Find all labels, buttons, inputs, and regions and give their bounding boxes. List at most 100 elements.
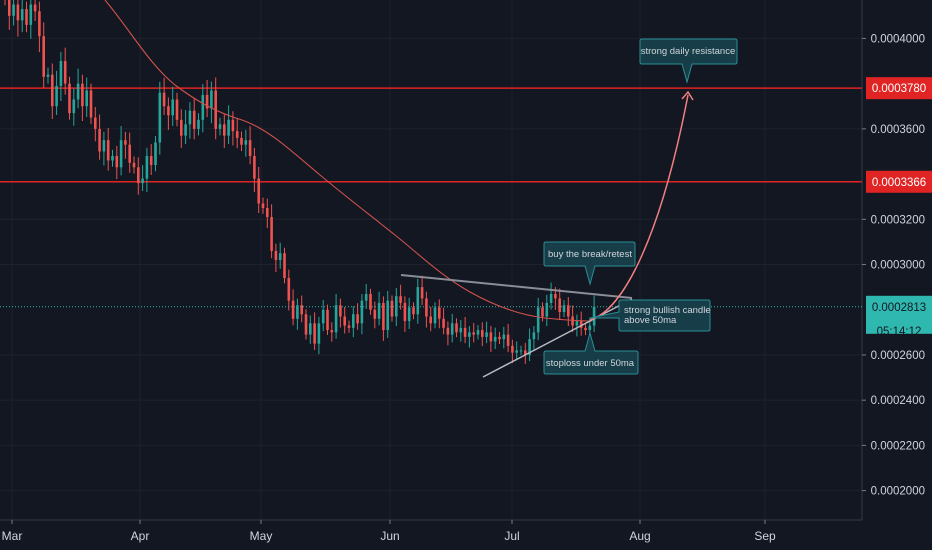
- candle-body: [541, 307, 544, 317]
- candles: [4, 0, 596, 364]
- candle-body: [38, 11, 41, 37]
- candle-body: [132, 162, 136, 168]
- candle-body: [476, 330, 480, 335]
- candle-body: [81, 83, 84, 107]
- candle-body: [89, 90, 93, 118]
- candle-body: [416, 287, 420, 315]
- candle-body: [532, 332, 536, 340]
- candle-body: [278, 253, 282, 260]
- time-tick-label: May: [250, 529, 273, 543]
- annotation-line-2: above 50ma: [624, 315, 677, 326]
- candle-body: [502, 334, 506, 340]
- time-tick-label: Mar: [2, 529, 23, 543]
- candle-body: [115, 156, 119, 168]
- candle-body: [162, 92, 166, 107]
- candle-body: [330, 330, 334, 333]
- callout-buy-the-break-retest[interactable]: buy the break/retest: [543, 241, 636, 286]
- candle-body: [321, 309, 325, 324]
- candle-body: [244, 140, 248, 145]
- candle-body: [584, 327, 587, 331]
- candle-body: [382, 302, 385, 331]
- candle-body: [334, 305, 338, 333]
- time-tick-label: Jul: [504, 529, 519, 543]
- candle-body: [390, 300, 394, 317]
- candle-body: [433, 307, 437, 324]
- candle-body: [158, 92, 162, 143]
- candle-body: [72, 99, 76, 114]
- candle-body: [167, 106, 170, 116]
- callout-stoploss-under-50ma[interactable]: stoploss under 50ma: [543, 331, 639, 375]
- candle-body: [468, 332, 471, 337]
- candle-body: [386, 300, 389, 331]
- candle-body: [545, 302, 549, 317]
- candle-body: [498, 336, 501, 340]
- price-tick-label: 0.0002400: [871, 395, 925, 407]
- triangle-lower-trendline[interactable]: [482, 298, 633, 378]
- triangle-upper-trendline[interactable]: [400, 274, 633, 299]
- candle-body: [59, 61, 63, 86]
- candle-body: [111, 156, 114, 161]
- callout-strong-daily-resistance[interactable]: strong daily resistance: [639, 38, 738, 84]
- candle-body: [171, 99, 174, 116]
- candle-body: [210, 90, 213, 109]
- candle-body: [188, 110, 192, 125]
- candle-body: [201, 94, 205, 120]
- candle-body: [46, 74, 50, 77]
- price-tick-label: 0.0003600: [871, 124, 925, 136]
- candle-body: [481, 330, 484, 337]
- candle-body: [403, 302, 407, 322]
- candle-body: [326, 309, 329, 331]
- candle-body: [463, 327, 467, 337]
- price-tick-label: 0.0004000: [871, 33, 925, 45]
- candle-body: [455, 323, 458, 333]
- time-tick-label: Sep: [754, 529, 776, 543]
- price-tick-label: 0.0002600: [871, 350, 925, 362]
- candle-body: [291, 300, 295, 319]
- projection-arrow-head: [681, 90, 694, 101]
- candle-body: [407, 307, 411, 322]
- candle-body: [485, 332, 488, 337]
- candle-body: [106, 140, 110, 161]
- candle-body: [558, 298, 561, 312]
- candle-body: [420, 287, 424, 299]
- candle-body: [300, 305, 303, 315]
- candle-body: [223, 124, 226, 136]
- candle-body: [524, 350, 527, 355]
- candle-body: [68, 83, 71, 114]
- candle-body: [459, 327, 463, 333]
- candle-body: [511, 345, 514, 353]
- candle-body: [554, 293, 557, 299]
- candle-body: [536, 307, 540, 333]
- candle-body: [29, 4, 33, 25]
- annotation-text: stoploss under 50ma: [546, 358, 635, 369]
- candle-body: [76, 83, 80, 100]
- candle-body: [575, 321, 579, 326]
- candle-body: [446, 327, 450, 335]
- candle-body: [364, 293, 368, 301]
- candle-body: [506, 334, 510, 346]
- candle-body: [399, 296, 402, 303]
- time-tick-label: Apr: [131, 529, 150, 543]
- candle-body: [313, 323, 316, 344]
- time-tick-label: Jun: [380, 529, 399, 543]
- candle-body: [296, 305, 299, 319]
- moving-average-50: [104, 0, 593, 322]
- callout-strong-bullish-candle[interactable]: strong bullish candle above 50ma: [589, 299, 711, 332]
- candle-body: [270, 217, 273, 251]
- candle-body: [102, 140, 106, 152]
- annotation-line-1: strong bullish candle: [624, 305, 711, 316]
- candle-body: [369, 293, 372, 310]
- candle-body: [63, 61, 67, 84]
- price-tick-label: 0.0003000: [871, 260, 925, 272]
- candle-body: [567, 305, 570, 317]
- candle-body: [592, 306, 596, 326]
- candle-body: [356, 314, 359, 324]
- candle-body: [124, 140, 127, 145]
- candle-body: [493, 336, 497, 342]
- candle-body: [119, 140, 123, 168]
- projection-arrow-curve[interactable]: [589, 94, 689, 321]
- candle-body: [98, 128, 101, 152]
- candle-body: [141, 178, 144, 184]
- candle-body: [377, 302, 381, 319]
